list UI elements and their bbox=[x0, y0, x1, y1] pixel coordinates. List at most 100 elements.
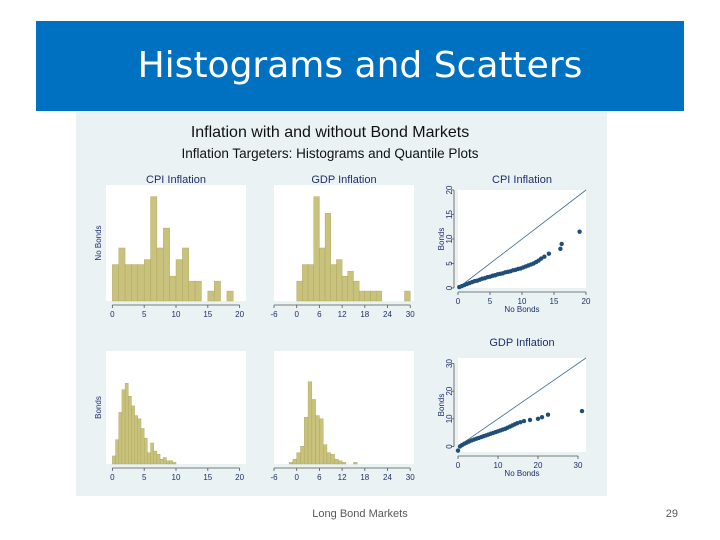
slide-title: Histograms and Scatters bbox=[137, 45, 583, 86]
x-tick-label: -6 bbox=[270, 310, 278, 319]
x-axis-label: No Bonds bbox=[504, 305, 539, 314]
scatter-point bbox=[455, 448, 461, 453]
x-tick-label: 0 bbox=[456, 297, 461, 306]
histogram-bar bbox=[313, 196, 320, 302]
histogram-bar bbox=[336, 259, 343, 302]
y-tick-label: 15 bbox=[445, 210, 454, 219]
panel-hist-cpi-bonds: Bonds 0 5 10 15 20 bbox=[94, 351, 246, 482]
y-tick-label: 30 bbox=[445, 359, 454, 368]
x-tick-label: 0 bbox=[456, 461, 461, 470]
histogram-bar bbox=[296, 280, 303, 302]
panel-hist-gdp-nobonds: GDP Inflation -6 0 6 12 18 24 30 bbox=[270, 174, 415, 319]
histogram-bar bbox=[330, 454, 335, 465]
histogram-bar bbox=[169, 460, 174, 465]
x-tick-label: 0 bbox=[110, 473, 115, 482]
scatter-point bbox=[546, 251, 552, 256]
x-tick-label: 20 bbox=[534, 461, 543, 470]
page-number: 29 bbox=[665, 508, 678, 520]
histogram-bar bbox=[124, 383, 129, 465]
x-tick-label: 0 bbox=[294, 310, 299, 319]
y-axis-label: Bonds bbox=[437, 394, 446, 417]
x-tick-label: 10 bbox=[172, 310, 181, 319]
x-tick-label: 12 bbox=[338, 473, 347, 482]
x-tick-label: 10 bbox=[494, 461, 503, 470]
x-tick-label: 20 bbox=[582, 297, 591, 306]
histogram-bar bbox=[338, 460, 343, 465]
histogram-bar bbox=[166, 460, 170, 465]
y-axis-label: No Bonds bbox=[94, 225, 103, 260]
histogram-bar bbox=[292, 458, 297, 465]
x-tick-label: 6 bbox=[317, 310, 322, 319]
histogram-bar bbox=[143, 259, 151, 302]
histogram-bar bbox=[137, 418, 142, 465]
histogram-bar bbox=[121, 389, 126, 465]
histogram-bar bbox=[370, 290, 377, 302]
histogram-bar bbox=[147, 452, 151, 465]
panel-hist-cpi-nobonds: CPI Inflation No Bonds 0 5 10 15 20 bbox=[94, 174, 246, 319]
x-tick-label: 5 bbox=[142, 310, 147, 319]
histogram-bar bbox=[156, 247, 164, 302]
scatter-point bbox=[542, 254, 547, 259]
x-tick-label: 15 bbox=[550, 297, 559, 306]
histogram-bar bbox=[302, 264, 309, 302]
histogram-bar bbox=[322, 444, 328, 465]
histogram-bar bbox=[307, 381, 313, 465]
y-tick-label: 10 bbox=[445, 234, 454, 243]
histogram-bar bbox=[324, 212, 331, 302]
panel-title: GDP Inflation bbox=[311, 174, 376, 186]
histogram-bar bbox=[300, 446, 305, 465]
scatter-point bbox=[527, 417, 533, 423]
histogram-bar bbox=[131, 264, 139, 302]
histogram-bar bbox=[358, 290, 366, 302]
x-tick-label: 15 bbox=[203, 310, 212, 319]
x-tick-label: 0 bbox=[110, 310, 115, 319]
scatter-point bbox=[545, 412, 551, 417]
scatter-point bbox=[539, 256, 544, 261]
figure: Inflation with and without Bond Markets … bbox=[76, 112, 607, 496]
x-tick-label: 24 bbox=[383, 473, 392, 482]
x-tick-label: 15 bbox=[203, 473, 212, 482]
histogram-bar bbox=[134, 415, 139, 465]
panel-title: CPI Inflation bbox=[492, 174, 552, 186]
histogram-bar bbox=[172, 462, 177, 465]
histogram-bar bbox=[213, 280, 221, 302]
histogram-bar bbox=[364, 290, 371, 302]
histogram-bar bbox=[131, 405, 135, 465]
histogram-bar bbox=[353, 280, 360, 302]
x-tick-label: 10 bbox=[518, 297, 527, 306]
plot-area bbox=[274, 351, 414, 464]
y-tick-label: 10 bbox=[445, 414, 454, 423]
histogram-bar bbox=[118, 247, 126, 302]
y-tick-label: 0 bbox=[445, 444, 454, 449]
panel-qq-gdp: GDP Inflation Bonds 0 10 20 30 0 10 20 30 No Bonds bbox=[437, 337, 587, 478]
x-tick-label: -6 bbox=[270, 473, 278, 482]
histogram-bar bbox=[326, 452, 331, 465]
scatter-point bbox=[539, 414, 545, 420]
reference-line bbox=[457, 189, 587, 289]
scatter-point bbox=[559, 241, 564, 247]
histogram-bar bbox=[304, 416, 309, 465]
x-tick-label: 5 bbox=[488, 297, 493, 306]
panel-qq-cpi: CPI Inflation Bonds 0 5 10 15 20 0 5 10 15 20 No Bon… bbox=[437, 174, 591, 314]
histogram-bar bbox=[143, 437, 148, 465]
x-tick-label: 6 bbox=[317, 473, 322, 482]
scatter-point bbox=[579, 408, 585, 414]
histogram-bar bbox=[334, 458, 339, 465]
panel-title: GDP Inflation bbox=[489, 337, 554, 349]
histogram-bar bbox=[311, 399, 316, 465]
histogram-bar bbox=[194, 280, 202, 302]
x-tick-label: 24 bbox=[383, 310, 392, 319]
figure-title: Inflation with and without Bond Markets bbox=[191, 124, 469, 141]
chart-panels: CPI Inflation No Bonds 0 5 10 15 20 GDP Inflati… bbox=[94, 174, 591, 482]
histogram-bar bbox=[153, 450, 158, 465]
histogram-bar bbox=[150, 442, 154, 465]
histogram-bar bbox=[296, 452, 301, 465]
x-tick-label: 18 bbox=[360, 310, 369, 319]
histogram-bar bbox=[163, 457, 167, 465]
histogram-bar bbox=[115, 439, 119, 465]
x-tick-label: 0 bbox=[294, 473, 299, 482]
histogram-bar bbox=[226, 290, 234, 302]
histogram-bar bbox=[341, 275, 348, 302]
scatter-point bbox=[577, 229, 582, 234]
scatter-point bbox=[535, 416, 541, 422]
